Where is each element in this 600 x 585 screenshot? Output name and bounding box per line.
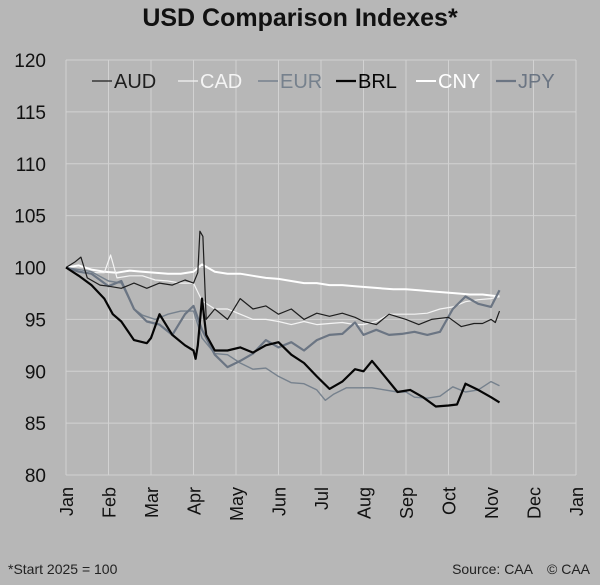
x-tick-label: Sep	[397, 487, 417, 519]
x-tick-label: Jan	[567, 487, 587, 516]
source-text: Source: CAA	[452, 561, 533, 577]
y-tick-label: 95	[25, 310, 46, 331]
x-tick-label: May	[227, 487, 247, 521]
y-tick-label: 100	[14, 259, 46, 280]
series-line-eur	[65, 266, 500, 401]
legend-label-cny: CNY	[438, 71, 480, 93]
x-tick-label: Dec	[525, 487, 545, 519]
chart-title: USD Comparison Indexes*	[142, 4, 458, 32]
series-line-cny	[65, 263, 500, 298]
y-tick-label: 120	[14, 51, 46, 72]
series-line-cad	[65, 254, 500, 326]
legend-label-eur: EUR	[280, 71, 322, 93]
footnote: *Start 2025 = 100	[8, 561, 118, 577]
x-tick-label: Aug	[355, 487, 375, 519]
legend-label-brl: BRL	[358, 71, 397, 93]
y-tick-label: 90	[25, 362, 46, 383]
x-tick-label: Jun	[270, 487, 290, 516]
y-tick-label: 105	[14, 207, 46, 228]
series-lines	[65, 230, 501, 408]
series-line-aud	[65, 230, 501, 328]
y-tick-label: 80	[25, 466, 46, 487]
axes: 80 85 90 95 100 105 110 115 120 Jan Feb Mar Apr May Ju…	[14, 51, 587, 521]
x-tick-label: Nov	[482, 487, 502, 519]
y-tick-label: 115	[16, 103, 46, 124]
y-tick-label: 110	[16, 155, 46, 176]
x-tick-label: Mar	[142, 487, 162, 518]
x-tick-label: Apr	[185, 487, 205, 515]
x-tick-label: Feb	[100, 487, 120, 518]
grid	[65, 59, 577, 476]
source-credit: Source: CAA © CAA	[438, 561, 590, 577]
legend-label-jpy: JPY	[518, 71, 555, 93]
y-tick-label: 85	[25, 414, 46, 435]
legend: AUD CAD EUR BRL CNY JPY	[92, 71, 555, 93]
legend-label-cad: CAD	[200, 71, 242, 93]
x-tick-label: Jan	[57, 487, 77, 516]
copyright-text: © CAA	[547, 561, 590, 577]
x-tick-label: Oct	[440, 487, 460, 515]
series-line-brl	[65, 266, 501, 408]
series-line-jpy	[65, 266, 501, 369]
legend-label-aud: AUD	[114, 71, 156, 93]
x-tick-label: Jul	[312, 487, 332, 510]
